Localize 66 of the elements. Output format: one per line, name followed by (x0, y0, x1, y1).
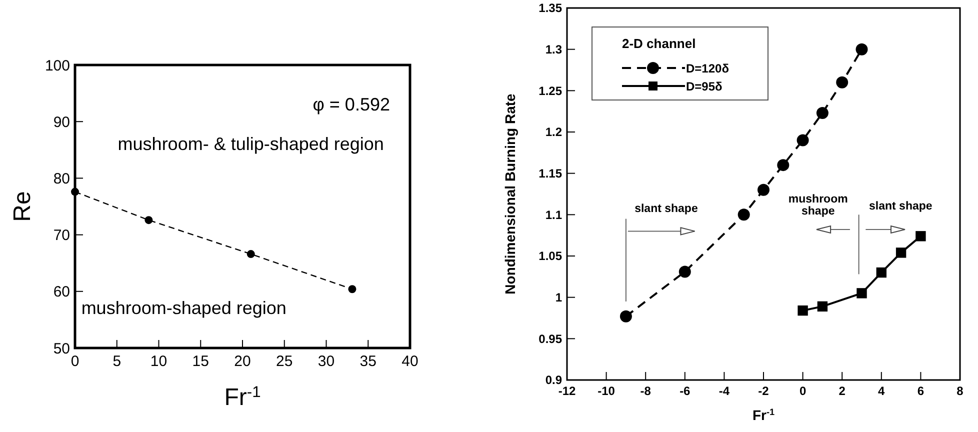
annotation: φ = 0.592 (312, 94, 390, 114)
x-axis-title: Fr$^{-1}$ (752, 407, 775, 423)
y-tick-label: 0.95 (538, 332, 562, 346)
point (348, 285, 356, 294)
point (856, 288, 867, 298)
x-tick-label: 35 (360, 353, 376, 370)
y-tick-label: 1.35 (538, 1, 562, 16)
point (144, 216, 153, 224)
x-tick-label: 10 (150, 353, 168, 370)
x-tick-label: -4 (718, 384, 730, 398)
x-tick-label: 0 (799, 384, 806, 398)
x-tick-label: 4 (878, 384, 886, 398)
point (678, 266, 691, 278)
annotation: slant shape (634, 203, 698, 216)
y-tick-label: 60 (53, 284, 70, 301)
point (816, 106, 828, 119)
annotation: mushroom-shaped region (81, 298, 286, 318)
point (896, 248, 906, 258)
x-tick-label: -8 (640, 384, 652, 398)
y-tick-label: 80 (53, 170, 70, 188)
y-tick-label: 1.25 (538, 84, 562, 98)
legend-label: D=120δ (686, 62, 729, 76)
x-tick-label: 25 (276, 353, 293, 370)
x-tick-label: 30 (318, 353, 335, 370)
y-tick-label: 1.2 (545, 125, 562, 140)
y-axis-title: Re (9, 191, 36, 222)
annotation: mushroom- & tulip-shaped region (118, 134, 384, 154)
annotation: mushroom shape (788, 193, 848, 218)
x-tick-label: 20 (234, 353, 251, 370)
y-tick-label: 1 (555, 290, 562, 305)
x-tick-label: 2 (838, 384, 846, 398)
y-tick-label: 1.3 (545, 42, 562, 57)
x-tick-label: 5 (112, 353, 122, 370)
point (856, 43, 868, 56)
y-tick-label: 1.05 (538, 249, 562, 264)
x-tick-label: 6 (917, 384, 924, 398)
x-tick-label: 15 (192, 353, 209, 370)
point (246, 250, 255, 258)
y-tick-label: 1.1 (545, 208, 562, 222)
point (738, 208, 750, 221)
point (817, 301, 828, 312)
x-tick-label: 8 (956, 384, 964, 398)
legend-label: D=95δ (686, 80, 722, 94)
point (777, 159, 790, 172)
y-tick-label: 90 (53, 114, 70, 131)
point (796, 134, 809, 146)
point (876, 267, 886, 278)
x-tick-label: 0 (70, 353, 80, 370)
x-tick-label: -10 (598, 384, 616, 398)
point (758, 184, 770, 196)
annotation: slant shape (869, 200, 932, 213)
point (836, 76, 848, 88)
legend-title: 2-D channel (622, 36, 696, 51)
x-tick-label: -6 (680, 384, 691, 398)
point (916, 231, 926, 242)
y-axis-title: Nondimensional Burning Rate (502, 93, 518, 294)
x-tick-label: 40 (402, 353, 418, 370)
y-tick-label: 100 (44, 57, 70, 74)
y-tick-label: 50 (53, 340, 70, 358)
point (71, 188, 79, 196)
point (620, 310, 632, 322)
y-tick-label: 70 (53, 227, 70, 244)
point (798, 305, 808, 316)
x-axis-title: Fr$^{-1}$ (224, 384, 261, 411)
y-tick-label: 1.15 (538, 166, 562, 181)
x-tick-label: -2 (758, 384, 770, 398)
